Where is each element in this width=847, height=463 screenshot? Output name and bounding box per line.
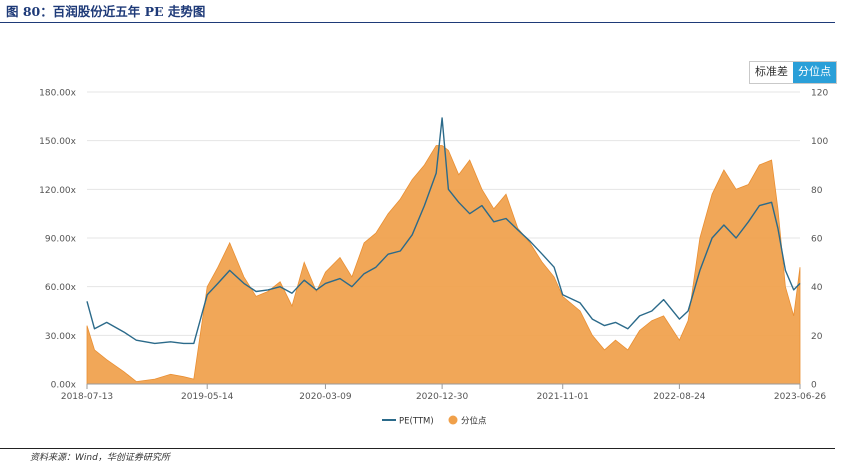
legend-pe-label: PE(TTM) <box>399 417 434 427</box>
left-tick-label: 30.00x <box>45 332 77 342</box>
left-tick-label: 0.00x <box>51 381 77 391</box>
right-tick-label: 20 <box>811 332 823 342</box>
title-divider <box>0 22 835 24</box>
left-tick-label: 90.00x <box>45 235 77 245</box>
footer-divider <box>0 448 835 449</box>
percentile-area-layer <box>86 145 801 385</box>
std-dev-button[interactable]: 标准差 <box>750 62 793 83</box>
legend: PE(TTM) 分位点 <box>382 415 487 427</box>
x-tick-label: 2018-07-13 <box>61 392 113 402</box>
legend-percentile-label: 分位点 <box>461 416 487 427</box>
figure-title: 图 80：百润股份近五年 PE 走势图 <box>6 4 206 19</box>
right-tick-label: 80 <box>811 186 823 196</box>
view-toggle-group: 标准差 分位点 <box>749 61 837 84</box>
x-tick-label: 2020-12-30 <box>416 392 469 402</box>
x-tick-label: 2021-11-01 <box>537 392 589 402</box>
x-axis-ticks: 2018-07-13 2019-05-14 2020-03-09 2020-12-30… <box>61 384 827 402</box>
right-tick-label: 100 <box>811 137 828 147</box>
percentile-area <box>86 145 801 385</box>
x-tick-label: 2020-03-09 <box>299 392 352 402</box>
right-axis-ticks: 0 20 40 60 80 100 120 <box>811 89 828 391</box>
x-tick-label: 2022-08-24 <box>653 392 706 402</box>
left-tick-label: 120.00x <box>39 186 76 196</box>
x-tick-label: 2019-05-14 <box>181 392 234 402</box>
left-axis-ticks: 0.00x 30.00x 60.00x 90.00x 120.00x 150.00x 180… <box>39 89 76 391</box>
legend-percentile-swatch <box>448 415 458 425</box>
pe-chart: 0.00x 30.00x 60.00x 90.00x 120.00x 150.00x 180… <box>39 89 828 427</box>
left-tick-label: 60.00x <box>45 283 77 293</box>
right-tick-label: 60 <box>811 235 823 245</box>
pe-line-layer <box>86 117 801 345</box>
left-tick-label: 180.00x <box>39 89 76 99</box>
right-tick-label: 120 <box>811 89 828 99</box>
pe-ttm-line <box>86 117 801 345</box>
left-tick-label: 150.00x <box>39 137 76 147</box>
right-tick-label: 40 <box>811 283 823 293</box>
right-tick-label: 0 <box>811 381 817 391</box>
percentile-button[interactable]: 分位点 <box>793 62 836 83</box>
x-tick-label: 2023-06-26 <box>774 392 827 402</box>
source-note: 资料来源：Wind，华创证券研究所 <box>30 453 170 463</box>
